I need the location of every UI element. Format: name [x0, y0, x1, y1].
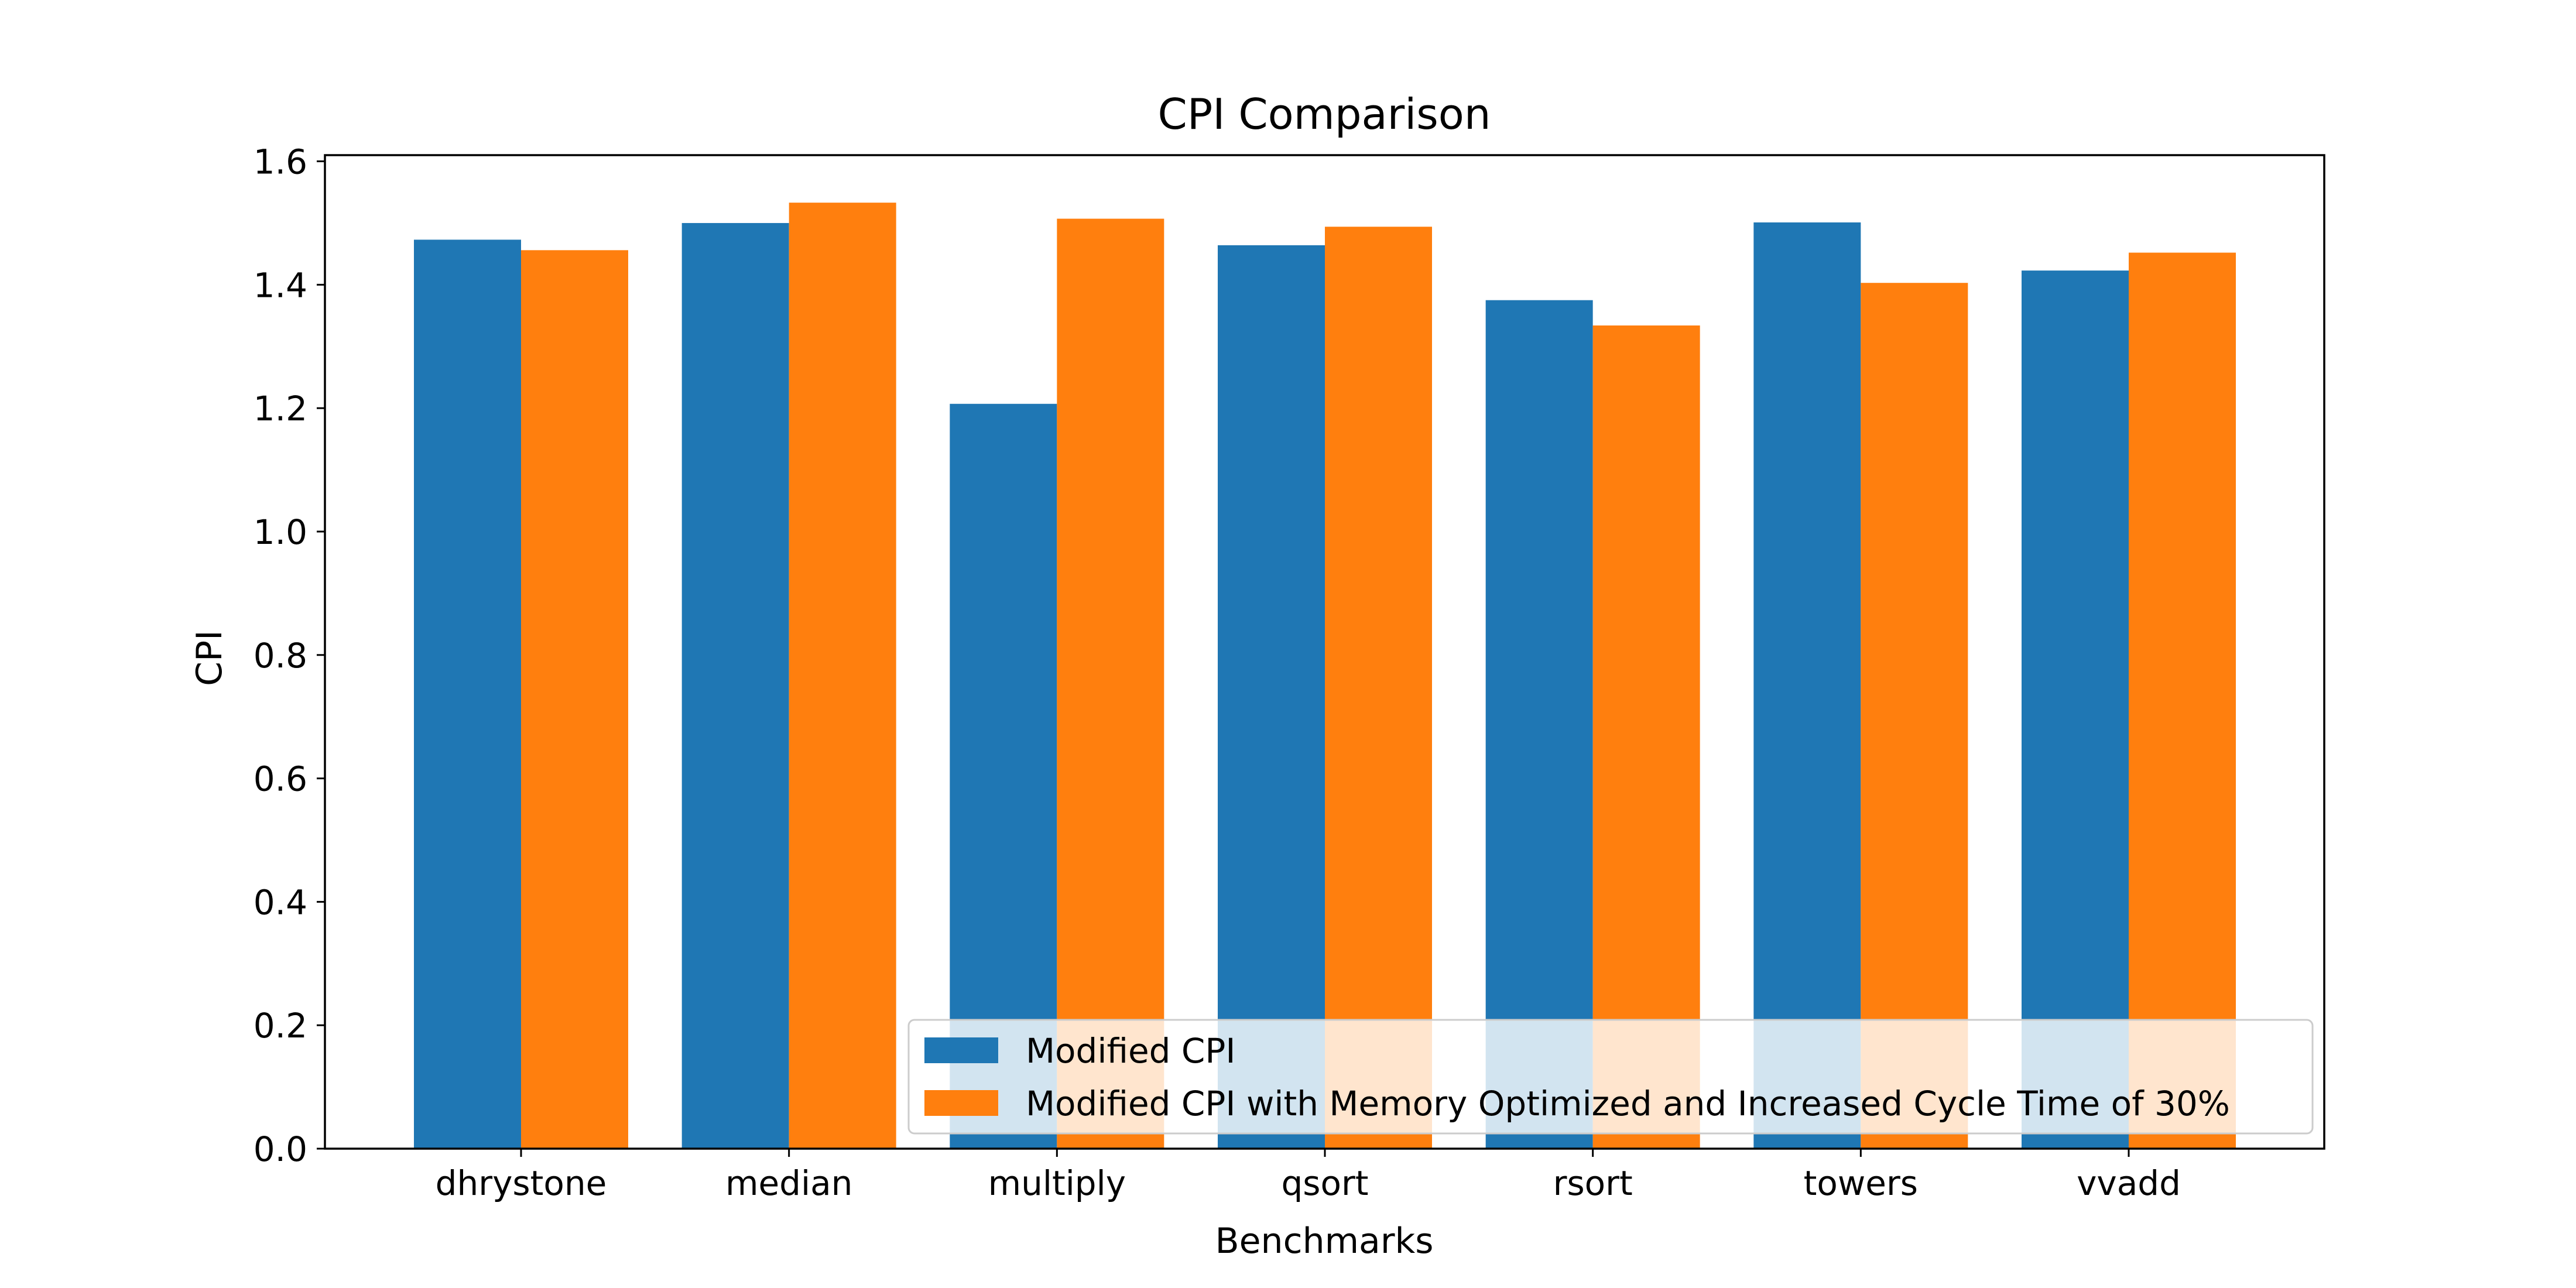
legend-label-series-1: Modified CPI	[1026, 1031, 1236, 1071]
x-tick-label: qsort	[1281, 1163, 1368, 1203]
legend-box	[907, 1019, 2314, 1135]
y-axis-label: CPI	[189, 630, 230, 686]
bar-dhrystone-series-2	[521, 250, 628, 1149]
y-tick-label: 0.2	[254, 1006, 307, 1046]
legend-label-series-2: Modified CPI with Memory Optimized and I…	[1026, 1084, 2230, 1123]
bar-median-series-2	[789, 203, 896, 1149]
legend: Modified CPI Modified CPI with Memory Opt…	[907, 1019, 2314, 1135]
x-tick-label: towers	[1804, 1163, 1918, 1203]
bar-vvadd-series-1	[2022, 270, 2129, 1149]
bar-rsort-series-1	[1485, 300, 1593, 1149]
x-tick-label: median	[725, 1163, 852, 1203]
y-tick-label: 0.4	[254, 882, 307, 922]
y-tick-label: 0.8	[254, 636, 307, 676]
y-tick-label: 1.2	[254, 389, 307, 429]
bar-qsort-series-1	[1218, 245, 1325, 1149]
bar-dhrystone-series-1	[414, 239, 521, 1149]
legend-swatch-series-1	[924, 1037, 998, 1063]
x-tick-label: vvadd	[2077, 1163, 2181, 1203]
bar-towers-series-2	[1861, 283, 1968, 1149]
bar-qsort-series-2	[1325, 227, 1432, 1149]
x-tick-label: rsort	[1553, 1163, 1633, 1203]
y-tick-label: 1.6	[254, 142, 307, 182]
x-tick-label: multiply	[988, 1163, 1126, 1203]
x-axis-label: Benchmarks	[1215, 1221, 1433, 1262]
bar-median-series-1	[681, 222, 789, 1149]
bar-multiply-series-2	[1057, 218, 1164, 1149]
bar-vvadd-series-2	[2129, 252, 2236, 1149]
y-tick-label: 1.4	[254, 265, 307, 305]
chart-title: CPI Comparison	[1158, 90, 1491, 139]
legend-swatch-series-2	[924, 1090, 998, 1116]
bar-towers-series-1	[1753, 222, 1861, 1149]
axes-layer: 0.0 0.2 0.4 0.6 0.8 1.0 1.2 1.4 1.6 dhrystone medi…	[254, 142, 2325, 1203]
y-tick-label: 0.6	[254, 759, 307, 799]
y-tick-label: 1.0	[254, 512, 307, 552]
x-tick-label: dhrystone	[436, 1163, 607, 1203]
bar-rsort-series-2	[1592, 325, 1700, 1149]
bars-layer	[414, 203, 2236, 1149]
y-tick-label: 0.0	[254, 1129, 307, 1169]
